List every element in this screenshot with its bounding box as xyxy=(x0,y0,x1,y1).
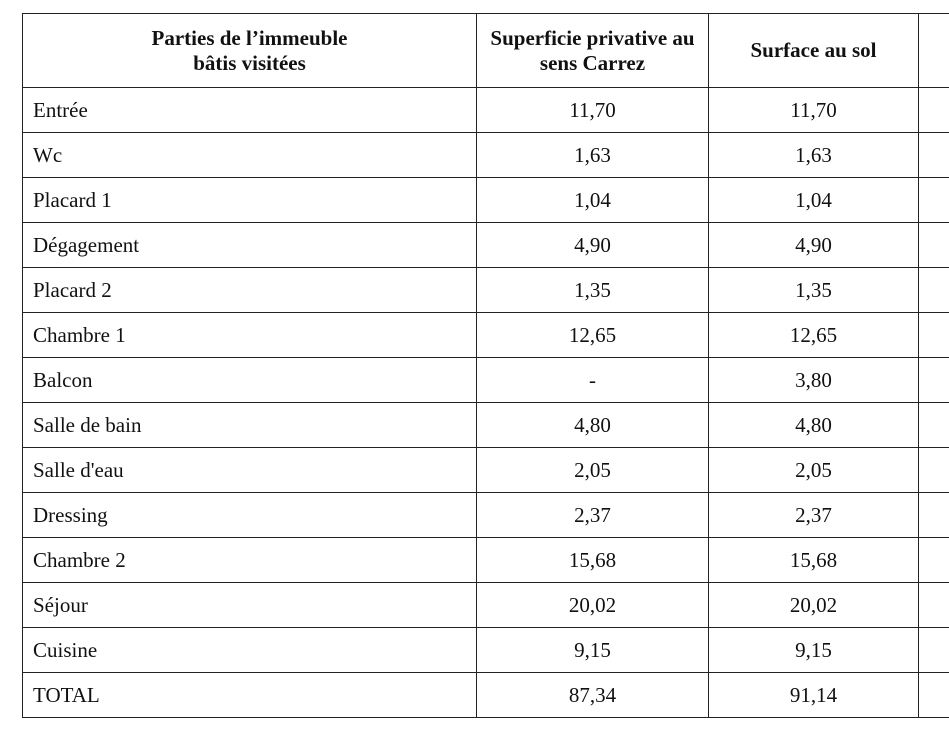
surface-table: Parties de l’immeuble bâtis visitées Supe… xyxy=(22,13,949,718)
table-row: Dégagement 4,90 4,90 xyxy=(22,222,949,268)
table-row: Balcon -3,80 xyxy=(22,357,949,403)
table-row: Entrée 11,70 11,70 xyxy=(22,87,949,133)
room-name: Wc xyxy=(22,132,477,178)
area-value: 11,70 xyxy=(708,87,919,133)
room-name: Cuisine xyxy=(22,627,477,673)
area-value: 20,02 xyxy=(708,582,919,628)
header-cell: Superficie privative au sens Carrez xyxy=(476,13,709,88)
empty-cell xyxy=(918,492,949,538)
room-name: Dressing xyxy=(22,492,477,538)
area-value: 4,80 xyxy=(476,402,709,448)
room-name: Salle d'eau xyxy=(22,447,477,493)
area-value: 1,04 xyxy=(708,177,919,223)
area-value: - xyxy=(476,357,709,403)
area-value: 4,90 xyxy=(476,222,709,268)
area-value: 87,34 xyxy=(476,672,709,718)
room-name: Chambre 2 xyxy=(22,537,477,583)
room-name: Placard 1 xyxy=(22,177,477,223)
room-name: Balcon xyxy=(22,357,477,403)
area-value: 2,37 xyxy=(476,492,709,538)
room-name: Placard 2 xyxy=(22,267,477,313)
room-name: TOTAL xyxy=(22,672,477,718)
header-cell-empty xyxy=(918,13,949,88)
area-value: 12,65 xyxy=(708,312,919,358)
empty-cell xyxy=(918,222,949,268)
header-row: Parties de l’immeuble bâtis visitées Supe… xyxy=(22,13,949,88)
empty-cell xyxy=(918,447,949,493)
table-row: Placard 1 1,04 1,04 xyxy=(22,177,949,223)
area-value: 3,80 xyxy=(708,357,919,403)
empty-cell xyxy=(918,672,949,718)
area-value: 11,70 xyxy=(476,87,709,133)
table-row: Chambre 1 12,65 12,65 xyxy=(22,312,949,358)
room-name: Entrée xyxy=(22,87,477,133)
area-value: 1,35 xyxy=(476,267,709,313)
table-row: TOTAL 87,34 91,14 xyxy=(22,672,949,718)
area-value: 9,15 xyxy=(708,627,919,673)
empty-cell xyxy=(918,402,949,448)
header-cell: Surface au sol xyxy=(708,13,919,88)
room-name: Salle de bain xyxy=(22,402,477,448)
empty-cell xyxy=(918,132,949,178)
empty-cell xyxy=(918,537,949,583)
empty-cell xyxy=(918,267,949,313)
area-value: 4,80 xyxy=(708,402,919,448)
area-value: 4,90 xyxy=(708,222,919,268)
room-name: Dégagement xyxy=(22,222,477,268)
empty-cell xyxy=(918,357,949,403)
area-value: 9,15 xyxy=(476,627,709,673)
area-value: 1,63 xyxy=(708,132,919,178)
empty-cell xyxy=(918,87,949,133)
area-value: 2,37 xyxy=(708,492,919,538)
area-value: 20,02 xyxy=(476,582,709,628)
header-cell: Parties de l’immeuble bâtis visitées xyxy=(22,13,477,88)
area-value: 1,35 xyxy=(708,267,919,313)
header-text: Superficie privative au sens Carrez xyxy=(490,25,695,75)
room-name: Séjour xyxy=(22,582,477,628)
area-value: 15,68 xyxy=(476,537,709,583)
table-row: Cuisine 9,15 9,15 xyxy=(22,627,949,673)
table-row: Dressing 2,37 2,37 xyxy=(22,492,949,538)
table-row: Salle de bain 4,80 4,80 xyxy=(22,402,949,448)
table-row: Placard 2 1,35 1,35 xyxy=(22,267,949,313)
area-value: 12,65 xyxy=(476,312,709,358)
area-value: 1,63 xyxy=(476,132,709,178)
area-value: 2,05 xyxy=(708,447,919,493)
table-row: Wc 1,63 1,63 xyxy=(22,132,949,178)
area-value: 91,14 xyxy=(708,672,919,718)
area-value: 15,68 xyxy=(708,537,919,583)
table-row: Salle d'eau 2,05 2,05 xyxy=(22,447,949,493)
table-row: Chambre 2 15,68 15,68 xyxy=(22,537,949,583)
room-name: Chambre 1 xyxy=(22,312,477,358)
empty-cell xyxy=(918,177,949,223)
area-value: 1,04 xyxy=(476,177,709,223)
empty-cell xyxy=(918,312,949,358)
empty-cell xyxy=(918,582,949,628)
table-row: Séjour 20,02 20,02 xyxy=(22,582,949,628)
empty-cell xyxy=(918,627,949,673)
header-text: Parties de l’immeuble bâtis visitées xyxy=(151,25,348,75)
header-text: Surface au sol xyxy=(750,38,877,62)
area-value: 2,05 xyxy=(476,447,709,493)
